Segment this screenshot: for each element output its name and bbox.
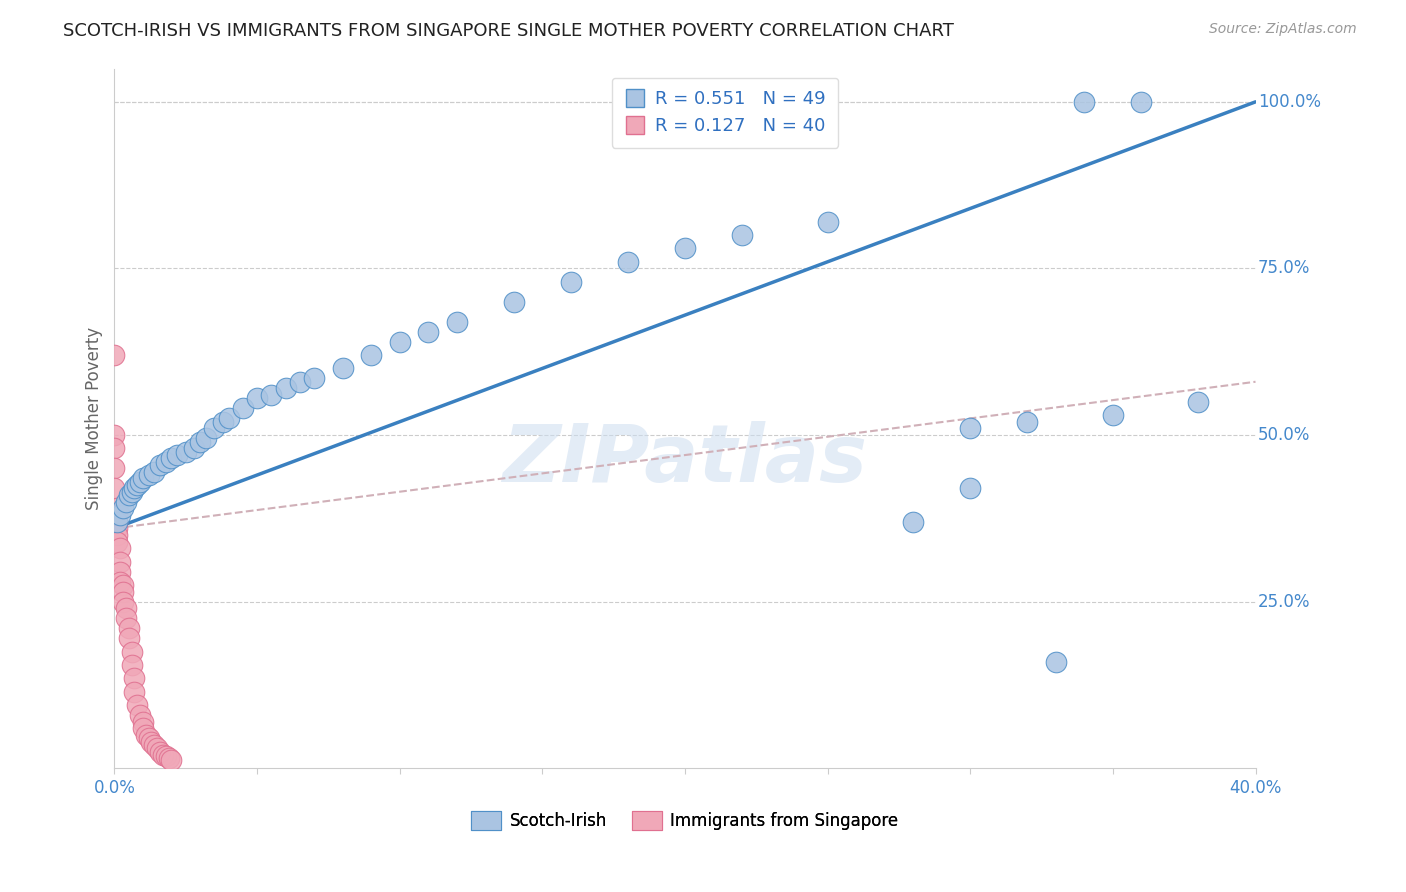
Text: 100.0%: 100.0% — [1258, 93, 1320, 111]
Text: SCOTCH-IRISH VS IMMIGRANTS FROM SINGAPORE SINGLE MOTHER POVERTY CORRELATION CHAR: SCOTCH-IRISH VS IMMIGRANTS FROM SINGAPOR… — [63, 22, 955, 40]
Point — [617, 254, 640, 268]
Point — [118, 632, 141, 646]
Point — [138, 468, 160, 483]
Point — [108, 508, 131, 522]
Point — [388, 334, 411, 349]
Point — [332, 361, 354, 376]
Point — [155, 749, 177, 764]
Legend: Scotch-Irish, Immigrants from Singapore: Scotch-Irish, Immigrants from Singapore — [465, 805, 905, 837]
Point — [121, 658, 143, 673]
Point — [114, 611, 136, 625]
Point — [111, 578, 134, 592]
Point — [118, 488, 141, 502]
Point — [152, 747, 174, 762]
Point — [232, 401, 254, 416]
Point — [141, 734, 163, 748]
Point — [105, 501, 128, 516]
Point — [360, 348, 382, 362]
Point — [183, 442, 205, 456]
Point — [111, 584, 134, 599]
Point — [114, 494, 136, 508]
Point — [959, 421, 981, 435]
Point — [143, 738, 166, 752]
Point — [103, 442, 125, 456]
Point — [560, 275, 582, 289]
Point — [157, 751, 180, 765]
Point — [105, 508, 128, 522]
Text: Source: ZipAtlas.com: Source: ZipAtlas.com — [1209, 22, 1357, 37]
Point — [103, 428, 125, 442]
Point — [288, 375, 311, 389]
Point — [105, 534, 128, 549]
Point — [202, 421, 225, 435]
Point — [105, 515, 128, 529]
Point — [246, 392, 269, 406]
Point — [211, 415, 233, 429]
Point — [103, 461, 125, 475]
Point — [1130, 95, 1153, 109]
Point — [132, 721, 155, 735]
Point — [174, 444, 197, 458]
Text: 25.0%: 25.0% — [1258, 592, 1310, 611]
Point — [959, 482, 981, 496]
Point — [901, 515, 924, 529]
Point — [188, 434, 211, 449]
Point — [111, 501, 134, 516]
Point — [673, 242, 696, 256]
Point — [108, 555, 131, 569]
Point — [111, 595, 134, 609]
Point — [194, 431, 217, 445]
Point — [149, 458, 172, 472]
Point — [132, 471, 155, 485]
Point — [146, 741, 169, 756]
Point — [143, 465, 166, 479]
Point — [160, 451, 183, 466]
Point — [138, 731, 160, 746]
Point — [105, 528, 128, 542]
Point — [108, 541, 131, 556]
Point — [118, 621, 141, 635]
Point — [1187, 394, 1209, 409]
Point — [1073, 95, 1095, 109]
Text: 50.0%: 50.0% — [1258, 426, 1310, 444]
Point — [103, 348, 125, 362]
Point — [502, 294, 524, 309]
Point — [129, 475, 152, 489]
Point — [108, 565, 131, 579]
Point — [124, 671, 146, 685]
Point — [121, 645, 143, 659]
Point — [446, 315, 468, 329]
Point — [160, 753, 183, 767]
Point — [114, 601, 136, 615]
Point — [274, 381, 297, 395]
Point — [135, 728, 157, 742]
Point — [132, 714, 155, 729]
Point — [103, 482, 125, 496]
Point — [731, 228, 754, 243]
Text: 75.0%: 75.0% — [1258, 260, 1310, 277]
Point — [817, 215, 839, 229]
Point — [149, 745, 172, 759]
Point — [166, 448, 188, 462]
Point — [218, 411, 240, 425]
Point — [1102, 408, 1125, 422]
Point — [105, 515, 128, 529]
Point — [121, 484, 143, 499]
Point — [124, 482, 146, 496]
Point — [124, 684, 146, 698]
Point — [418, 325, 440, 339]
Point — [105, 521, 128, 535]
Point — [155, 455, 177, 469]
Point — [127, 478, 149, 492]
Point — [129, 708, 152, 723]
Point — [302, 371, 325, 385]
Point — [108, 574, 131, 589]
Y-axis label: Single Mother Poverty: Single Mother Poverty — [86, 326, 103, 510]
Point — [260, 388, 283, 402]
Point — [1045, 655, 1067, 669]
Text: ZIPatlas: ZIPatlas — [502, 421, 868, 500]
Point — [1017, 415, 1039, 429]
Point — [127, 698, 149, 712]
